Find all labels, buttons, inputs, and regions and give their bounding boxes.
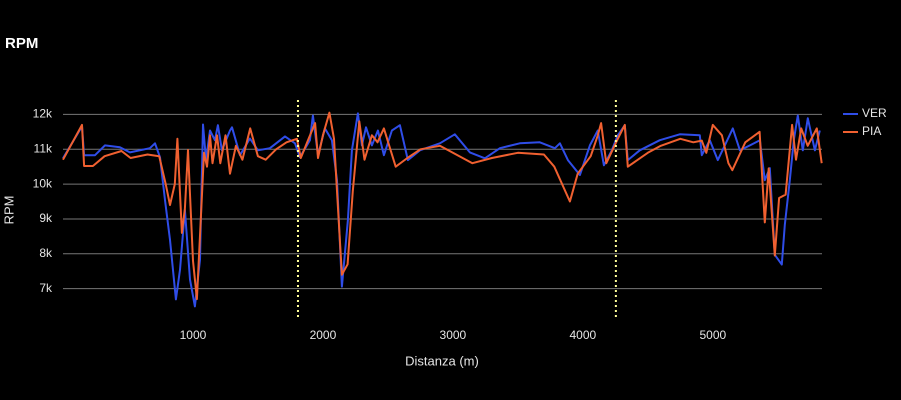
x-tick-label: 5000 (699, 328, 726, 342)
y-tick-label: 8k (39, 246, 53, 260)
series-line (62, 112, 821, 308)
chart-title: RPM (5, 35, 38, 52)
y-tick-label: 11k (34, 141, 53, 155)
y-axis-label: RPM (1, 196, 16, 225)
y-tick-label: 12k (33, 107, 53, 121)
x-axis-label: Distanza (m) (405, 353, 479, 368)
y-tick-label: 9k (39, 211, 53, 225)
y-tick-label: 10k (33, 176, 53, 190)
x-tick-label: 3000 (440, 328, 467, 342)
x-tick-label: 4000 (570, 328, 597, 342)
legend-label: PIA (862, 124, 881, 138)
x-tick-label: 2000 (310, 328, 337, 342)
y-tick-label: 7k (39, 281, 53, 295)
legend-label: VER (862, 106, 887, 120)
x-tick-label: 1000 (180, 328, 207, 342)
series-line (62, 111, 823, 301)
